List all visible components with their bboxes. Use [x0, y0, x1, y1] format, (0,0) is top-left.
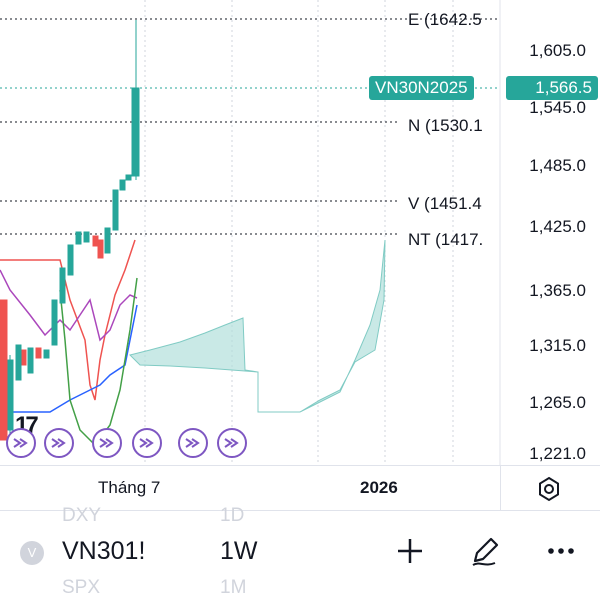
level-label-v: V (1451.4 [408, 194, 482, 213]
level-label-e: E (1642.5 [408, 10, 482, 29]
grid-lines [144, 0, 454, 465]
ghost-timeframe-below: 1M [220, 577, 247, 598]
symbol-bar: DXY 1D V VN301! 1W SPX 1M [0, 505, 600, 601]
current-price-tag: 1,566.5 [506, 76, 598, 100]
purple-line [0, 269, 138, 342]
time-axis[interactable]: Tháng 7 2026 [0, 465, 600, 511]
price-tick: 1,265.0 [529, 393, 586, 412]
level-label-nt: NT (1417. [408, 230, 484, 249]
symbol-icon: V [20, 541, 44, 565]
pencil-icon[interactable] [467, 533, 503, 569]
candles-up [7, 20, 140, 440]
replay-icon[interactable] [92, 428, 122, 458]
replay-icon[interactable] [44, 428, 74, 458]
symbol-name[interactable]: VN301! [62, 537, 146, 565]
price-tick: 1,545.0 [529, 98, 586, 117]
chart-settings-icon[interactable] [536, 476, 562, 502]
ichimoku-cloud [129, 239, 386, 413]
replay-icon[interactable] [217, 428, 247, 458]
price-tick: 1,221.0 [529, 444, 586, 463]
red-line [0, 239, 136, 401]
blue-line [0, 304, 138, 413]
level-label-n: N (1530.1 [408, 116, 483, 135]
price-tick: 1,605.0 [529, 41, 586, 60]
ghost-timeframe-above: 1D [220, 505, 245, 526]
ghost-symbol-above: DXY [62, 505, 102, 526]
x-label-year: 2026 [360, 478, 398, 497]
x-label-month: Tháng 7 [98, 478, 161, 497]
symbol-tag: VN30N2025 [369, 76, 474, 100]
more-icon[interactable] [543, 533, 579, 569]
level-lines [0, 18, 500, 235]
ghost-symbol-below: SPX [62, 577, 101, 598]
plus-icon[interactable] [392, 533, 428, 569]
replay-icon[interactable] [132, 428, 162, 458]
timeframe[interactable]: 1W [220, 537, 258, 565]
price-tick: 1,425.0 [529, 217, 586, 236]
replay-icon[interactable] [178, 428, 208, 458]
price-tick: 1,485.0 [529, 156, 586, 175]
replay-icon[interactable] [6, 428, 36, 458]
price-chart[interactable] [0, 0, 600, 465]
price-tick: 1,315.0 [529, 336, 586, 355]
candles-down [0, 235, 104, 441]
price-tick: 1,365.0 [529, 281, 586, 300]
